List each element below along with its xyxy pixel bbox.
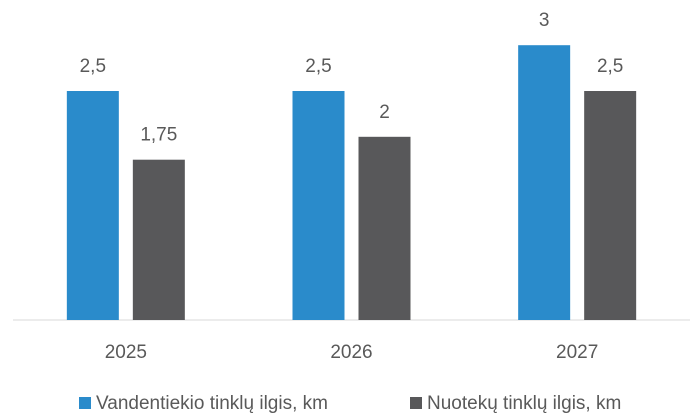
bar — [358, 136, 411, 320]
legend-swatch — [79, 397, 91, 409]
legend-label: Vandentiekio tinklų ilgis, km — [96, 393, 328, 414]
data-label: 2,5 — [305, 56, 331, 77]
x-tick-label: 2027 — [556, 342, 598, 363]
data-label: 1,75 — [140, 125, 177, 146]
legend-swatch — [410, 397, 422, 409]
x-tick-label: 2026 — [330, 342, 372, 363]
bar — [292, 91, 345, 320]
bar — [66, 91, 119, 320]
x-tick-label: 2025 — [105, 342, 147, 363]
bar — [518, 45, 571, 320]
legend-label: Nuotekų tinklų ilgis, km — [427, 393, 621, 414]
data-label: 2,5 — [80, 56, 106, 77]
bar — [584, 91, 637, 320]
data-label: 3 — [539, 10, 550, 31]
bar — [132, 159, 185, 320]
data-label: 2 — [379, 102, 390, 123]
data-label: 2,5 — [597, 56, 623, 77]
